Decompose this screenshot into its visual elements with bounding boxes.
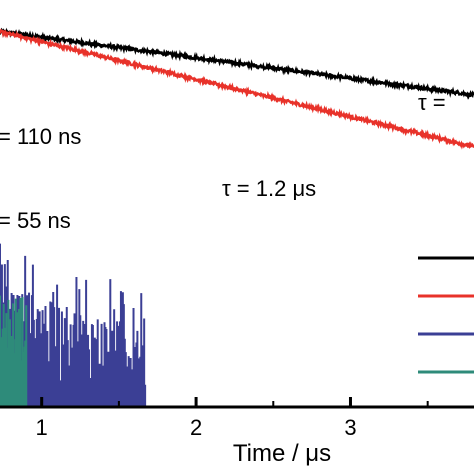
series-4-line bbox=[0, 295, 28, 407]
legend bbox=[418, 256, 474, 374]
x-axis-label: Time / μs bbox=[233, 440, 331, 467]
annotation-tau-110: = 110 ns bbox=[0, 124, 81, 149]
x-tick-label-1: 1 bbox=[36, 415, 48, 440]
x-tick-label-2: 2 bbox=[190, 415, 202, 440]
series-1-line bbox=[0, 27, 474, 100]
annotation-tau-black: τ = bbox=[418, 90, 446, 115]
annotation-tau-55: = 55 ns bbox=[0, 208, 71, 233]
series-layer bbox=[0, 27, 474, 407]
annotation-tau-red: τ = 1.2 μs bbox=[222, 176, 316, 201]
x-ticks: 1 2 3 bbox=[36, 397, 429, 440]
series-2-line bbox=[0, 28, 474, 150]
axes: 1 2 3 bbox=[0, 397, 474, 440]
x-tick-label-3: 3 bbox=[344, 415, 356, 440]
